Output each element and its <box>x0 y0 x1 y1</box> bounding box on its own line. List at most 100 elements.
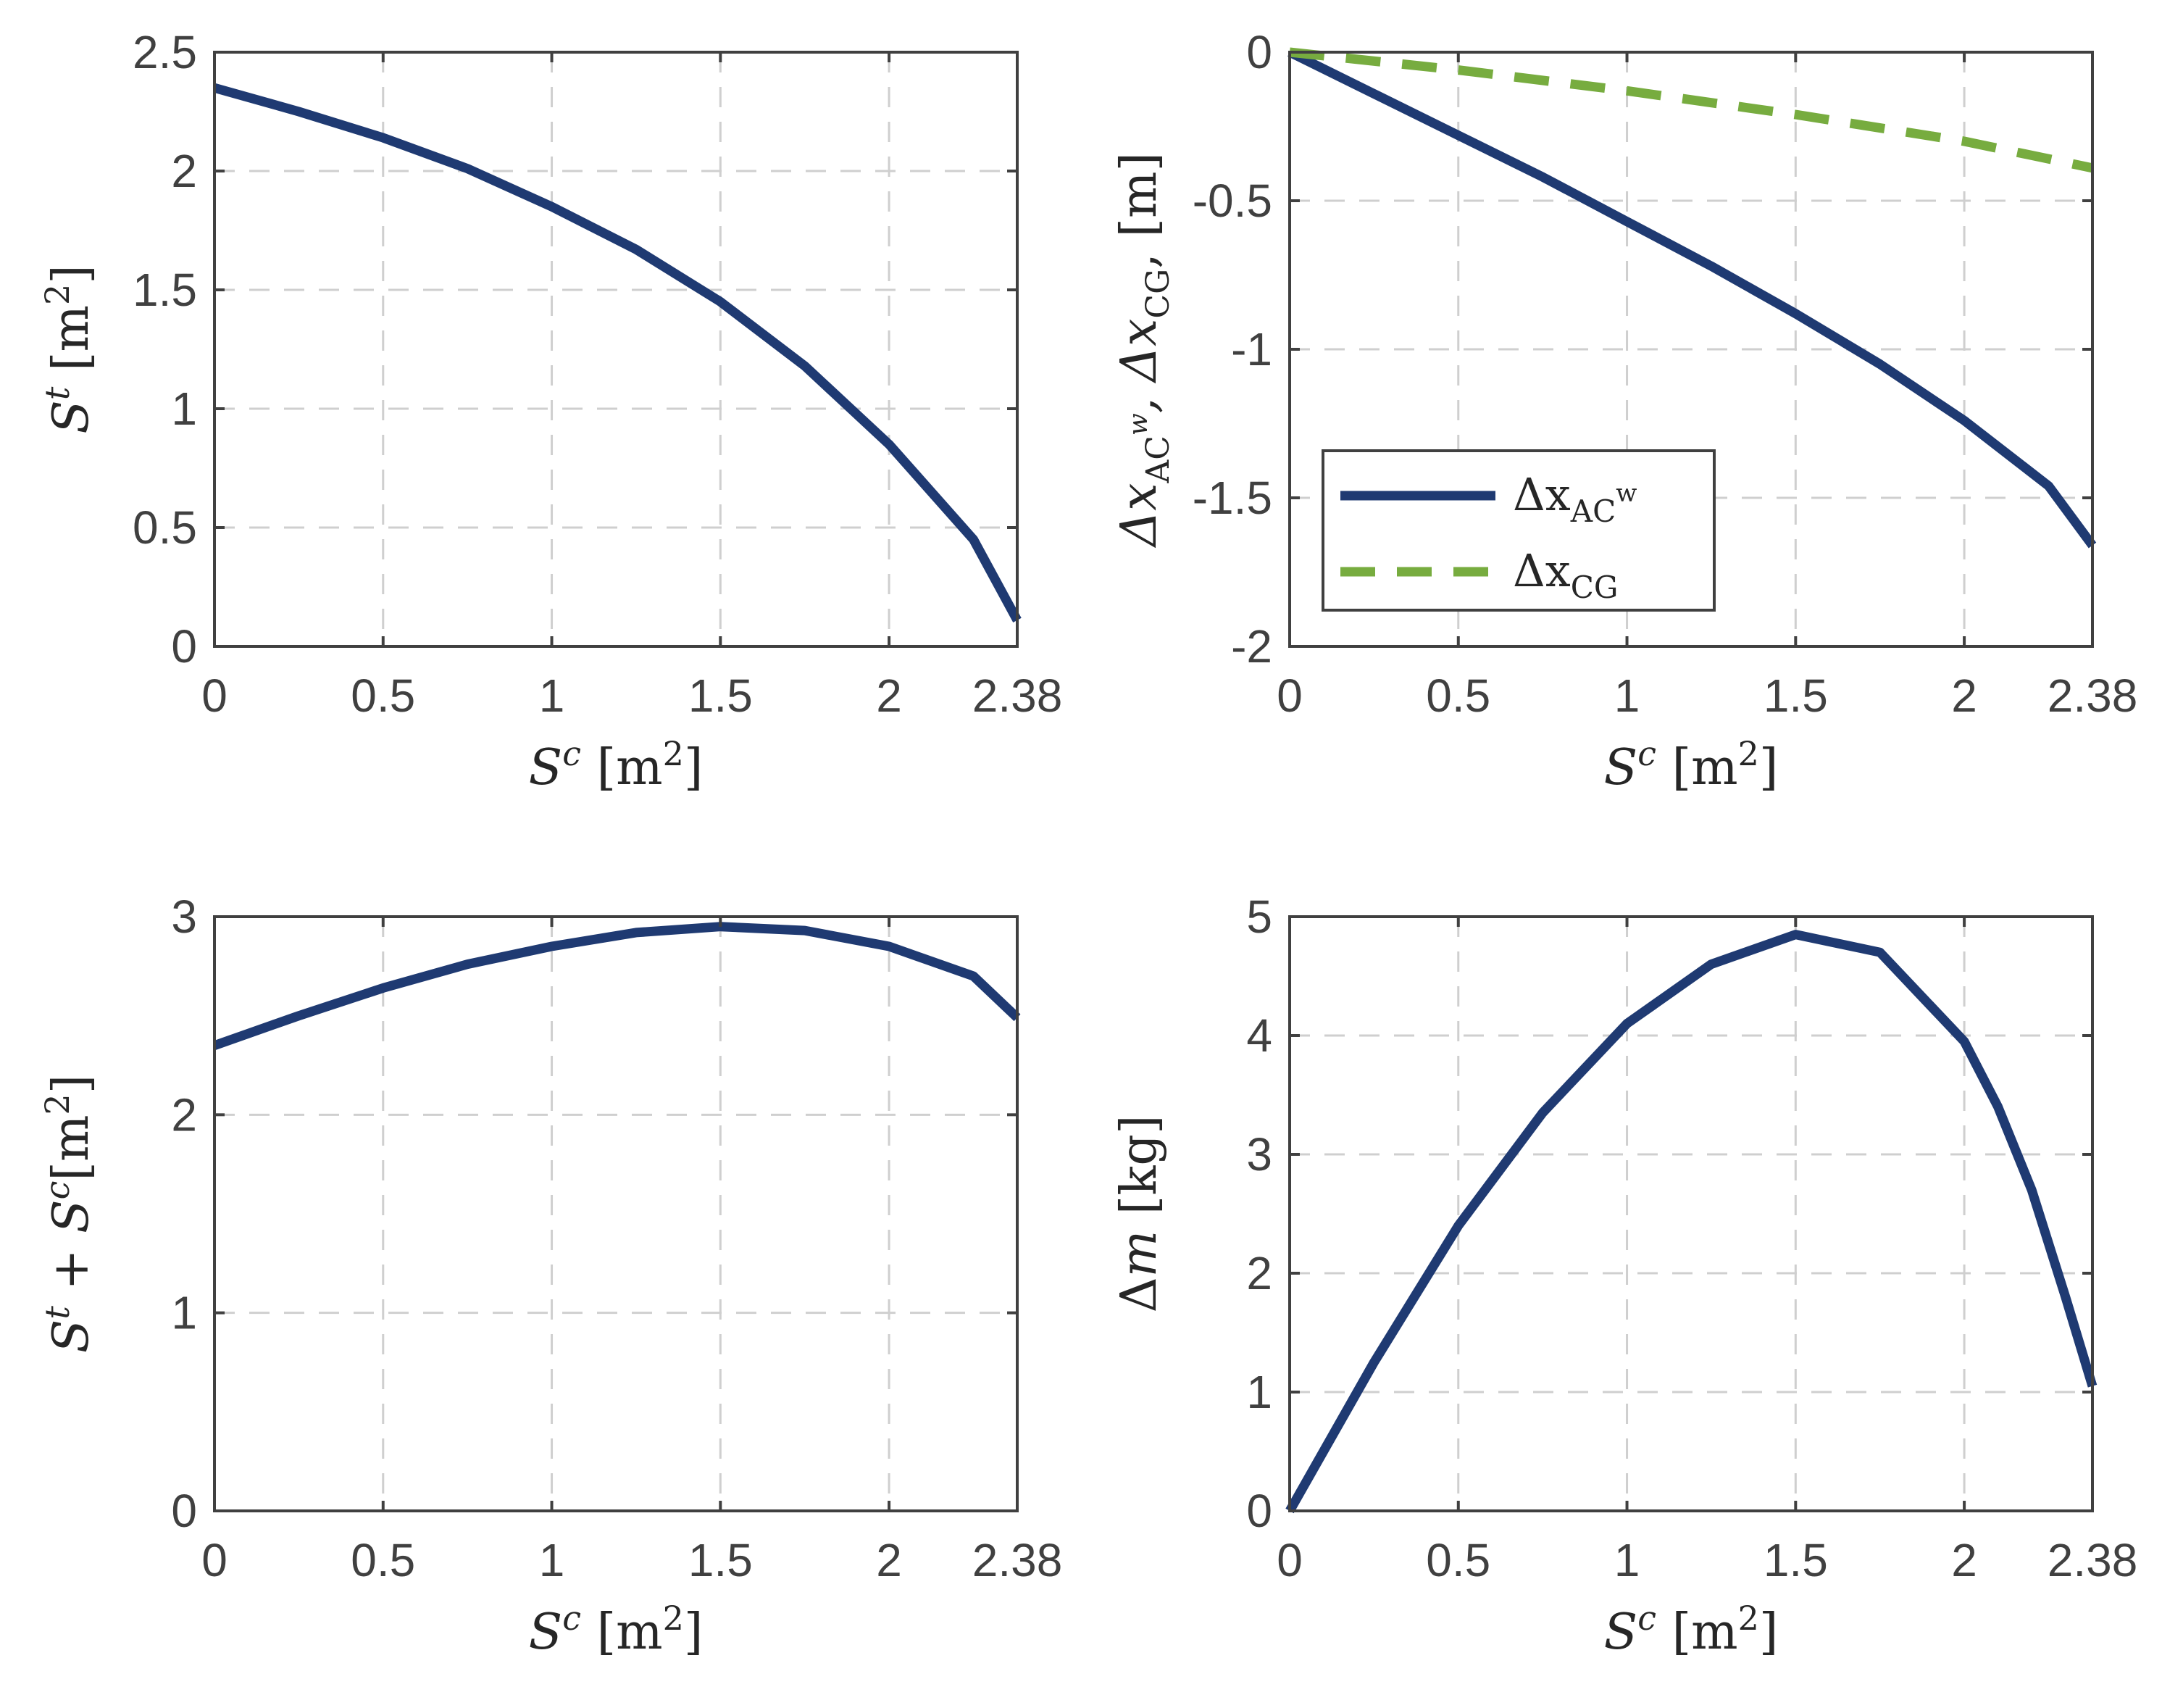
y-tick-label: 0.5 <box>133 501 197 554</box>
x-tick-label: 1 <box>1614 670 1640 722</box>
y-axis-label: St [m2] <box>38 264 100 434</box>
y-tick-label: 2 <box>171 1088 197 1141</box>
y-label-close: ] <box>43 264 100 284</box>
legend-label-sub: AC <box>1570 493 1616 529</box>
x-axis-label: Sc [m2] <box>529 1599 704 1661</box>
x-tick-label: 0.5 <box>1426 1534 1490 1586</box>
y-label-unit: [kg] <box>1111 1115 1168 1230</box>
x-tick-label: 1 <box>539 1534 565 1586</box>
x-label-sup: c <box>562 734 581 773</box>
x-label-close: ] <box>1759 1604 1779 1661</box>
y-label-symbol: S <box>43 400 100 434</box>
y-label-sub-ac: AC <box>1140 436 1177 483</box>
y-label-delta-x2: , Δx <box>1111 319 1168 414</box>
x-tick-label: 0 <box>1277 670 1303 722</box>
x-tick-label: 2 <box>1951 1534 1977 1586</box>
series-line <box>1289 47 2094 173</box>
y-label-symbol: S <box>43 1320 100 1354</box>
axes-box <box>1288 915 2094 1512</box>
y-axis-label: Δm [kg] <box>1111 1115 1168 1312</box>
legend-label: ΔxACw <box>1513 468 1637 529</box>
legend-label: ΔxCG <box>1513 544 1618 605</box>
x-tick-label: 2 <box>876 1534 902 1586</box>
x-label-unit: [m <box>1656 1604 1738 1661</box>
x-tick-label: 2.38 <box>972 1534 1063 1586</box>
x-tick-label: 1 <box>1614 1534 1640 1586</box>
x-label-sup: c <box>1637 734 1656 773</box>
x-label-unit-sup: 2 <box>1738 1599 1759 1638</box>
legend-label-sub-sup: w <box>1616 479 1637 508</box>
x-label-unit-sup: 2 <box>1738 734 1759 773</box>
x-tick-label: 1.5 <box>1764 1534 1828 1586</box>
y-tick-label: 5 <box>1246 891 1272 943</box>
axes-box <box>213 915 1019 1512</box>
x-tick-label: 0 <box>201 670 228 722</box>
y-label-sub-cg: CG <box>1140 269 1177 319</box>
x-label-unit: [m <box>1656 739 1738 796</box>
x-tick-label: 1.5 <box>688 1534 753 1586</box>
y-label-delta: Δ <box>1111 1277 1168 1312</box>
x-tick-label: 0.5 <box>351 670 415 722</box>
y-tick-label: 3 <box>171 891 197 943</box>
y-tick-label: -0.5 <box>1193 175 1272 227</box>
x-label-unit-sup: 2 <box>663 734 684 773</box>
x-label-unit-sup: 2 <box>663 1599 684 1638</box>
axes-box <box>213 51 1019 648</box>
y-tick-label: 2 <box>1246 1247 1272 1299</box>
y-tick-label: -1.5 <box>1193 472 1272 524</box>
y-tick-label: 1 <box>1246 1366 1272 1418</box>
x-tick-label: 2.38 <box>972 670 1063 722</box>
x-tick-label: 1 <box>539 670 565 722</box>
x-label-close: ] <box>1759 739 1779 796</box>
y-label-unit: [m <box>43 305 100 387</box>
x-label-sup: c <box>1637 1599 1656 1638</box>
x-label-close: ] <box>684 1604 704 1661</box>
y-tick-label: -2 <box>1231 620 1272 672</box>
series-line <box>212 922 1021 1050</box>
legend-box <box>1322 449 1716 612</box>
y-label-unit: [m <box>43 1115 100 1181</box>
y-tick-label: 0 <box>171 620 197 672</box>
x-label-symbol: S <box>529 1604 563 1661</box>
x-tick-label: 2 <box>1951 670 1977 722</box>
y-axis-label: ΔxACw, ΔxCG, [m] <box>1111 152 1177 549</box>
y-tick-label: 1 <box>171 383 197 435</box>
y-tick-label: 1.5 <box>133 264 197 316</box>
x-label-symbol: S <box>1604 739 1638 796</box>
y-tick-label: 0 <box>1246 26 1272 78</box>
y-tick-label: 1 <box>171 1287 197 1339</box>
y-label-unit-sup: 2 <box>38 1093 77 1115</box>
y-tick-label: 2.5 <box>133 26 197 78</box>
x-label-symbol: S <box>1604 1604 1638 1661</box>
legend-label-sub: CG <box>1571 570 1619 605</box>
y-tick-label: 0 <box>1246 1485 1272 1537</box>
x-tick-label: 0.5 <box>351 1534 415 1586</box>
x-label-close: ] <box>684 739 704 796</box>
y-label-sup: t <box>38 1306 77 1320</box>
x-tick-label: 2.38 <box>2048 670 2138 722</box>
y-label-sup: t <box>38 386 77 400</box>
y-label-symbol2: S <box>43 1199 100 1233</box>
y-tick-label: -1 <box>1231 323 1272 375</box>
y-label-sup2: c <box>38 1181 77 1200</box>
y-tick-label: 0 <box>171 1485 197 1537</box>
series-line <box>213 83 1022 622</box>
x-tick-label: 2.38 <box>2048 1534 2138 1586</box>
y-tick-label: 4 <box>1246 1009 1272 1062</box>
legend-label-main: Δx <box>1513 544 1571 597</box>
x-tick-label: 1.5 <box>1764 670 1828 722</box>
x-tick-label: 2 <box>876 670 902 722</box>
x-tick-label: 0 <box>201 1534 228 1586</box>
y-label-plus: + <box>43 1233 100 1306</box>
y-label-delta-x: Δx <box>1111 483 1168 549</box>
y-label-unit: , [m] <box>1111 152 1168 269</box>
y-tick-label: 3 <box>1246 1128 1272 1180</box>
x-label-unit: [m <box>581 739 663 796</box>
x-tick-label: 1.5 <box>688 670 753 722</box>
x-label-symbol: S <box>529 739 563 796</box>
x-axis-label: Sc [m2] <box>1604 734 1779 796</box>
